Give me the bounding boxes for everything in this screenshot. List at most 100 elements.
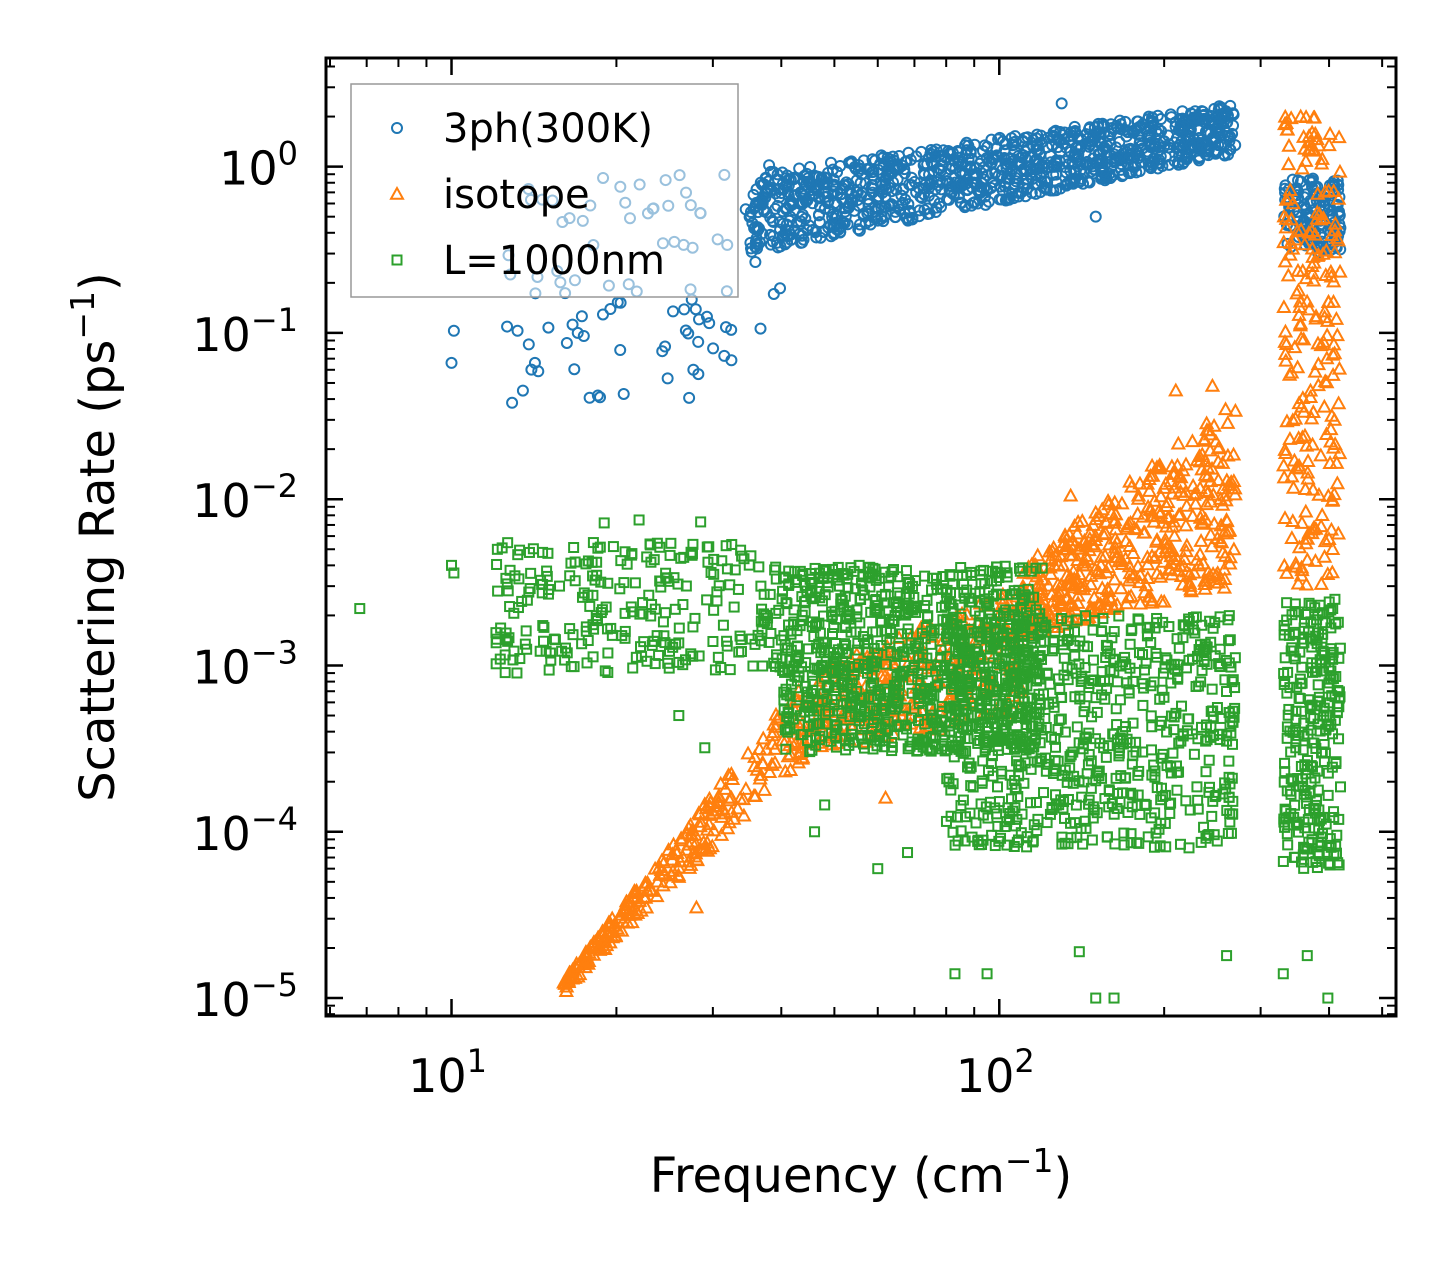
triangle-point	[625, 885, 642, 900]
triangle-point	[1299, 464, 1316, 479]
square-point	[726, 538, 738, 550]
square-point	[1282, 819, 1294, 831]
square-point	[637, 597, 649, 609]
circle-point	[828, 178, 841, 191]
square-point	[1137, 699, 1149, 711]
square-point	[791, 625, 803, 637]
triangle-point	[1285, 412, 1301, 427]
square-point	[1284, 785, 1296, 797]
square-point	[799, 579, 811, 591]
square-point	[749, 638, 761, 650]
square-point	[511, 667, 523, 679]
circle-point	[751, 221, 764, 234]
square-point	[855, 693, 867, 705]
circle-point	[787, 171, 800, 184]
triangle-point	[1200, 468, 1216, 483]
triangle-point	[1114, 552, 1130, 567]
square-point	[974, 710, 986, 722]
triangle-point	[1097, 547, 1113, 562]
triangle-point	[1167, 479, 1183, 494]
triangle-point	[1169, 457, 1186, 472]
square-point	[1177, 632, 1189, 644]
triangle-point	[1040, 577, 1057, 592]
circle-point	[1179, 151, 1192, 164]
circle-point	[1218, 149, 1231, 162]
square-point	[975, 702, 987, 714]
series-circle	[445, 97, 1347, 409]
triangle-point	[592, 938, 608, 953]
square-point	[990, 733, 1002, 745]
square-point	[1279, 652, 1291, 664]
square-point	[1227, 674, 1239, 686]
square-point	[709, 664, 721, 676]
triangle-point	[1091, 507, 1108, 522]
triangle-point	[1277, 116, 1294, 130]
triangle-point	[1083, 576, 1099, 591]
triangle-point	[1109, 534, 1125, 549]
triangle-point	[1059, 567, 1075, 582]
square-point	[1113, 747, 1125, 759]
square-point	[1182, 713, 1194, 725]
square-point	[810, 718, 822, 730]
square-point	[1308, 713, 1320, 725]
triangle-point	[780, 748, 796, 763]
circle-point	[1146, 159, 1159, 172]
square-point	[1041, 758, 1053, 770]
square-point	[1201, 658, 1213, 670]
circle-point	[743, 210, 756, 223]
square-point	[516, 595, 528, 607]
square-point	[935, 644, 947, 656]
square-point	[1145, 680, 1157, 692]
triangle-point	[620, 894, 637, 909]
square-point	[677, 599, 689, 611]
square-point	[1221, 685, 1233, 697]
square-point	[927, 730, 939, 742]
square-point	[542, 547, 554, 559]
square-point	[811, 618, 823, 630]
triangle-point	[1308, 520, 1324, 535]
square-point	[1219, 777, 1231, 789]
circle-point	[678, 303, 691, 316]
square-point	[1181, 725, 1193, 737]
circle-point	[853, 224, 866, 237]
triangle-point	[1227, 486, 1243, 501]
square-point	[999, 722, 1011, 734]
circle-point	[1013, 186, 1026, 199]
square-point	[1318, 710, 1330, 722]
triangle-point	[1319, 327, 1335, 342]
square-point	[1296, 705, 1308, 717]
square-point	[659, 607, 671, 619]
square-point	[1033, 721, 1045, 733]
circle-point	[1068, 120, 1081, 133]
triangle-point	[1099, 599, 1115, 614]
square-point	[829, 724, 841, 736]
triangle-point	[813, 738, 830, 753]
square-point	[576, 638, 588, 650]
square-point	[1306, 662, 1318, 674]
square-point	[1281, 597, 1293, 609]
triangle-point	[1176, 487, 1192, 501]
circle-point	[1086, 157, 1099, 170]
circle-point	[1046, 131, 1059, 144]
square-point	[1325, 841, 1337, 853]
circle-point	[693, 313, 706, 326]
circle-point	[1298, 191, 1311, 204]
square-point	[1108, 992, 1120, 1004]
square-point	[446, 559, 458, 571]
square-point	[1067, 746, 1079, 758]
triangle-point	[1323, 521, 1340, 536]
square-point	[448, 567, 460, 579]
square-point	[957, 794, 969, 806]
triangle-point	[1290, 262, 1306, 277]
triangle-point	[688, 899, 705, 914]
square-point	[762, 612, 774, 624]
triangle-point	[1033, 581, 1050, 596]
circle-point	[795, 210, 808, 223]
triangle-point	[1320, 566, 1336, 580]
triangle-point	[681, 819, 697, 834]
square-point	[1188, 748, 1200, 760]
square-point	[974, 617, 986, 629]
square-point	[1297, 744, 1309, 756]
triangle-point	[1313, 211, 1329, 226]
triangle-point	[671, 869, 687, 883]
